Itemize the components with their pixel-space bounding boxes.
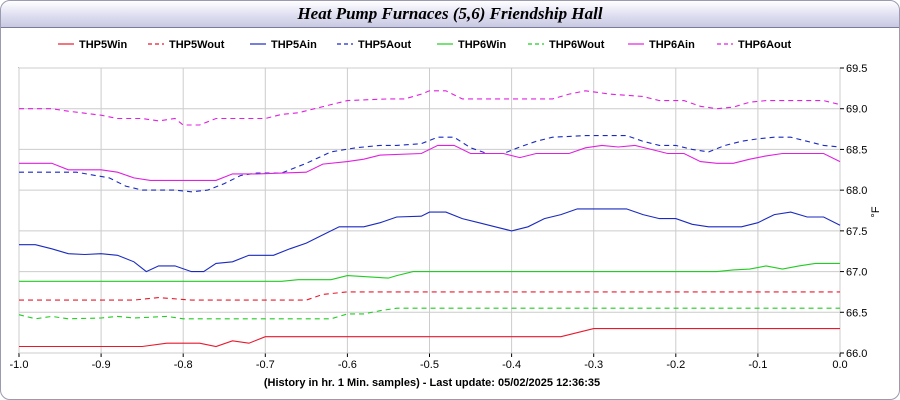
x-tick-label: 0.0 xyxy=(832,359,847,371)
series-line-thp5aout xyxy=(19,135,841,193)
y-tick-label: 68.0 xyxy=(846,185,867,197)
series-line-thp6wout xyxy=(18,307,840,320)
legend-label-thp5ain: THP5Ain xyxy=(271,39,317,51)
y-tick-label: 68.5 xyxy=(846,144,867,156)
legend-label-thp5wout: THP5Wout xyxy=(169,39,225,51)
y-tick-label: 66.5 xyxy=(846,307,867,319)
series-line-thp6win xyxy=(19,262,840,282)
legend-label-thp6wout: THP6Wout xyxy=(549,39,605,51)
y-tick-label: 67.5 xyxy=(846,226,867,238)
legend-label-thp5aout: THP5Aout xyxy=(358,39,412,51)
x-tick-label: -1.0 xyxy=(10,359,29,371)
legend-label-thp6ain: THP6Ain xyxy=(649,39,695,51)
y-axis-label: °F xyxy=(870,206,882,217)
x-tick-label: -0.7 xyxy=(256,359,275,371)
legend-label-thp5win: THP5Win xyxy=(79,39,127,51)
x-tick-label: -0.9 xyxy=(92,359,111,371)
x-axis-label: (History in hr. 1 Min. samples) - Last u… xyxy=(264,377,600,389)
series-line-thp6aout xyxy=(19,90,841,126)
legend-label-thp6win: THP6Win xyxy=(458,39,506,51)
x-tick-label: -0.6 xyxy=(338,359,357,371)
legend: THP5Win THP5Wout THP5Ain THP5Aout THP6Win THP… xyxy=(58,39,792,51)
x-tick-label: -0.1 xyxy=(748,359,767,371)
grid xyxy=(18,67,844,357)
x-tick-label: -0.8 xyxy=(174,359,193,371)
x-tick-label: -0.3 xyxy=(584,359,603,371)
x-tick-label: -0.2 xyxy=(666,359,685,371)
series-line-thp6ain xyxy=(19,144,841,181)
series-line-thp5ain xyxy=(19,208,841,273)
y-tick-label: 67.0 xyxy=(846,267,867,279)
series-lines xyxy=(18,90,841,348)
title-bar: Heat Pump Furnaces (5,6) Friendship Hall xyxy=(1,1,899,28)
y-tick-label: 69.5 xyxy=(846,63,867,75)
y-tick-label: 69.0 xyxy=(846,104,867,116)
tick-labels: -1.0 -0.9 -0.8 -0.7 -0.6 -0.5 -0.4 -0.3 -0.2 -0.1… xyxy=(10,63,868,371)
series-line-thp5wout xyxy=(19,291,840,301)
y-tick-label: 66.0 xyxy=(846,348,867,360)
x-tick-label: -0.5 xyxy=(420,359,439,371)
chart-title: Heat Pump Furnaces (5,6) Friendship Hall xyxy=(297,4,603,23)
series-line-thp5win xyxy=(19,328,840,348)
x-tick-label: -0.4 xyxy=(502,359,521,371)
legend-label-thp6aout: THP6Aout xyxy=(738,39,792,51)
